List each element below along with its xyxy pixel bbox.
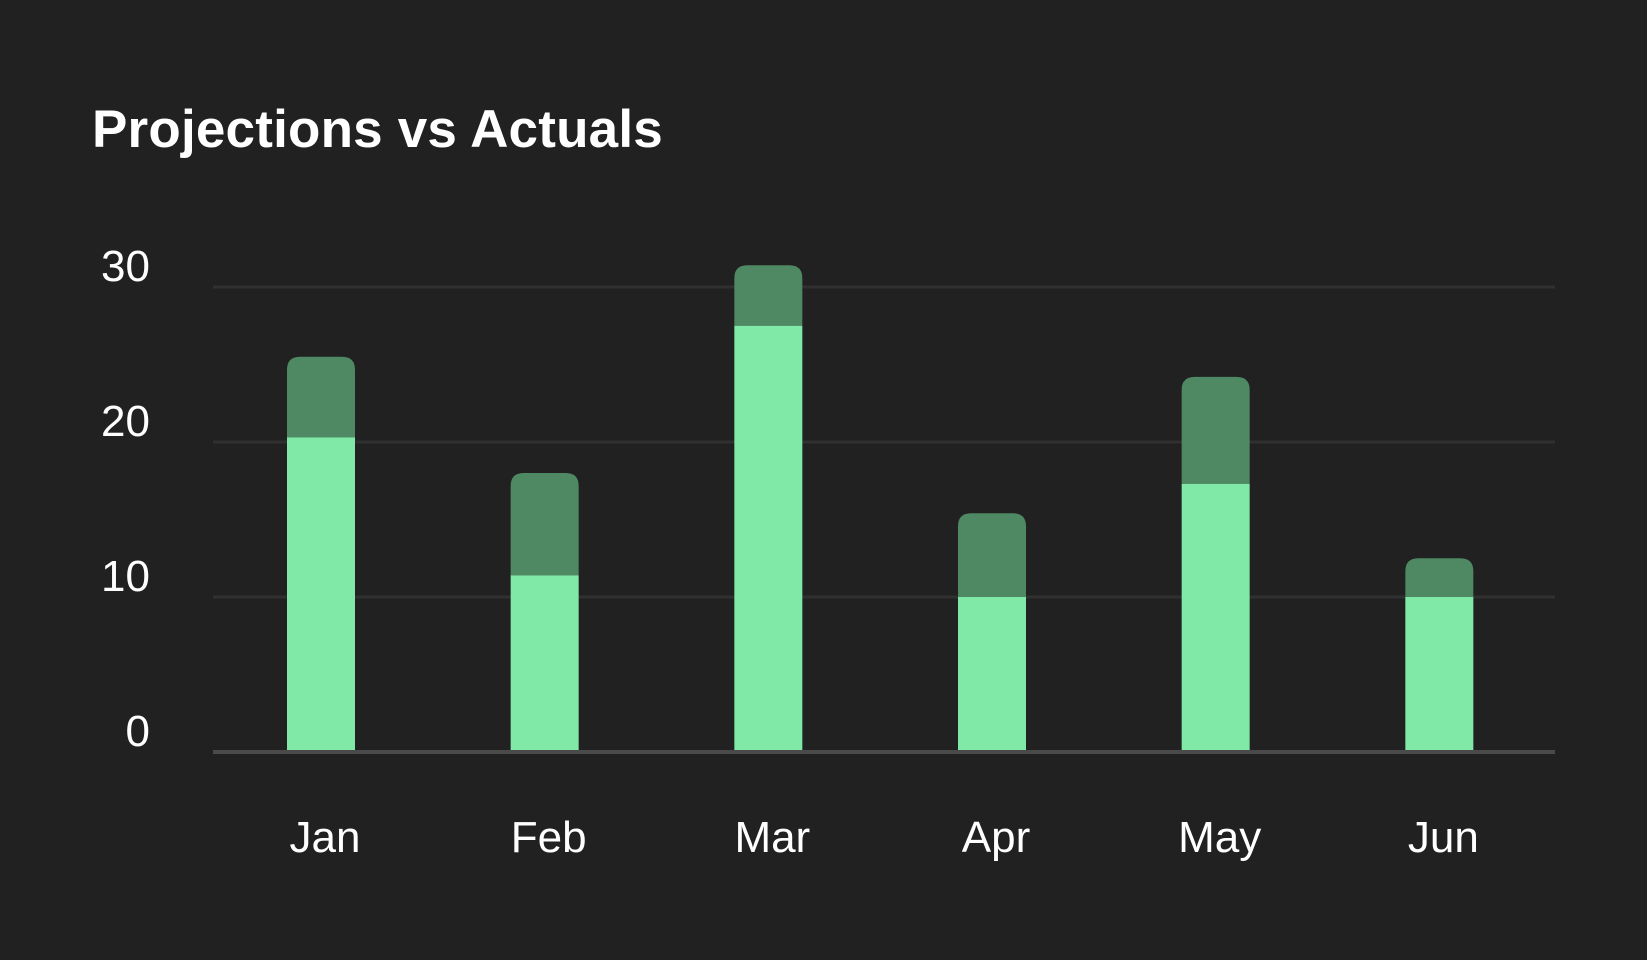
bar-segment <box>958 513 1026 597</box>
y-tick-label: 0 <box>126 707 150 756</box>
bar <box>734 325 803 752</box>
x-tick-label: Jan <box>290 813 361 862</box>
y-tick-label: 30 <box>101 242 150 291</box>
chart-title: Projections vs Actuals <box>92 100 663 159</box>
bar <box>287 437 355 752</box>
x-tick-label: Feb <box>511 813 587 862</box>
y-tick-label: 20 <box>101 397 150 446</box>
bars <box>287 265 1474 752</box>
bar <box>1181 483 1250 752</box>
x-tick-label: May <box>1178 813 1261 862</box>
bar <box>510 575 579 752</box>
x-tick-label: Jun <box>1408 813 1479 862</box>
bar-segment <box>510 473 579 576</box>
y-tick-label: 10 <box>101 552 150 601</box>
y-tick-labels: 0 10 20 30 <box>101 242 150 756</box>
x-tick-labels: Jan Feb Mar Apr May Jun <box>290 813 1479 862</box>
bar-segment <box>287 356 355 438</box>
bar-segment <box>734 265 803 326</box>
x-tick-label: Mar <box>734 813 810 862</box>
grid-lines <box>213 285 1555 599</box>
bar <box>958 597 1026 752</box>
bar-segment <box>1181 376 1250 484</box>
bar-segment <box>1405 558 1474 597</box>
bar <box>1405 597 1474 752</box>
x-tick-label: Apr <box>962 813 1030 862</box>
